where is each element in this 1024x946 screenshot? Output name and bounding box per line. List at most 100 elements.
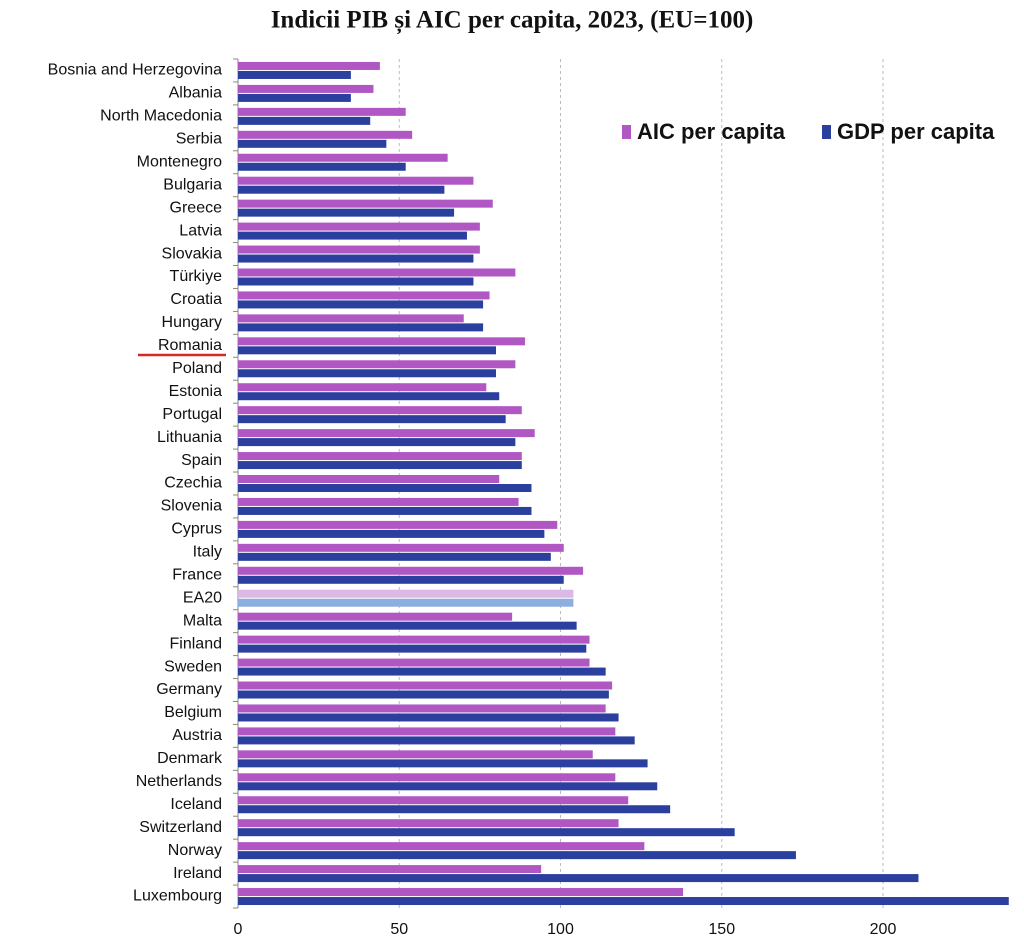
- legend-label: GDP per capita: [837, 119, 995, 144]
- y-tick-label: Switzerland: [139, 819, 222, 836]
- y-tick-label: Türkiye: [170, 268, 223, 285]
- legend-label: AIC per capita: [637, 119, 786, 144]
- bar: [238, 406, 522, 415]
- y-tick-label: Spain: [181, 452, 222, 469]
- bar: [238, 231, 467, 240]
- bar: [238, 658, 590, 667]
- y-tick-label: Ireland: [173, 865, 222, 882]
- bar: [238, 644, 587, 653]
- chart-title: Indicii PIB și AIC per capita, 2023, (EU…: [271, 7, 754, 35]
- bar: [238, 291, 490, 300]
- bar: [238, 93, 351, 102]
- y-tick-label: Bosnia and Herzegovina: [48, 62, 222, 79]
- y-tick-label: Italy: [193, 544, 222, 561]
- y-tick-label: Estonia: [169, 383, 222, 400]
- legend-swatch: [822, 125, 831, 139]
- y-tick-label: Latvia: [179, 222, 222, 239]
- bar: [238, 208, 455, 217]
- bar: [238, 360, 516, 369]
- y-tick-label: Cyprus: [171, 521, 222, 538]
- bar: [238, 842, 645, 851]
- bar: [238, 475, 500, 483]
- bar: [238, 796, 629, 805]
- y-tick-label: Montenegro: [137, 153, 222, 170]
- bar: [238, 116, 371, 125]
- bar: [238, 84, 374, 93]
- y-tick-label: Serbia: [176, 131, 222, 148]
- bar: [238, 819, 619, 828]
- bar: [238, 589, 574, 598]
- bar: [238, 667, 606, 676]
- x-tick-label: 200: [870, 921, 897, 938]
- bar: [238, 750, 593, 759]
- bar: [238, 162, 406, 171]
- bar: [238, 635, 590, 644]
- y-tick-label: Czechia: [164, 475, 222, 492]
- legend-swatch: [622, 125, 631, 139]
- bar: [238, 690, 609, 699]
- y-tick-label: Austria: [172, 727, 222, 744]
- bar: [238, 392, 500, 401]
- y-tick-label: Iceland: [170, 796, 222, 813]
- y-tick-label: Hungary: [162, 314, 222, 331]
- x-tick-label: 100: [547, 921, 574, 938]
- bar: [238, 300, 484, 309]
- bar: [238, 612, 513, 621]
- y-tick-label: Albania: [169, 85, 222, 102]
- y-tick-label: Malta: [183, 612, 222, 629]
- y-tick-label: Greece: [170, 199, 223, 216]
- bar: [238, 130, 413, 139]
- bar: [238, 805, 671, 814]
- bar: [238, 759, 648, 768]
- x-tick-label: 50: [390, 921, 408, 938]
- bar: [238, 153, 448, 162]
- bar: [238, 529, 545, 538]
- y-tick-label: Sweden: [164, 658, 222, 675]
- bar: [238, 452, 522, 461]
- bar: [238, 314, 464, 323]
- bar: [238, 484, 532, 492]
- bar: [238, 865, 542, 874]
- bar: [238, 70, 351, 79]
- bar: [238, 851, 796, 860]
- bar: [238, 497, 519, 506]
- bar: [238, 176, 474, 185]
- y-tick-label: Slovenia: [161, 498, 222, 515]
- bar: [238, 888, 684, 897]
- bar: [238, 828, 735, 837]
- y-tick-label: Luxembourg: [133, 888, 222, 905]
- x-tick-label: 150: [708, 921, 735, 938]
- bar: [238, 506, 532, 515]
- bar: [238, 704, 606, 713]
- bar: [238, 245, 480, 254]
- y-tick-label: Lithuania: [157, 429, 222, 446]
- bar: [238, 713, 619, 722]
- y-tick-label: France: [172, 567, 222, 584]
- bar: [238, 199, 493, 208]
- bar: [238, 566, 584, 575]
- y-tick-label: Poland: [172, 360, 222, 377]
- y-tick-label: Denmark: [157, 750, 223, 767]
- bar: [238, 139, 387, 148]
- bar: [238, 461, 522, 470]
- bar: [238, 369, 496, 378]
- y-tick-label: Bulgaria: [163, 176, 222, 193]
- bar: [238, 727, 616, 736]
- bar: [238, 222, 480, 231]
- bar: [238, 621, 577, 630]
- bar: [238, 782, 658, 791]
- bar: [238, 383, 487, 392]
- bar: [238, 185, 445, 194]
- bar: [238, 268, 516, 277]
- bar: [238, 874, 919, 883]
- y-tick-label: Finland: [170, 635, 222, 652]
- bar: [238, 415, 506, 424]
- y-tick-label: North Macedonia: [100, 108, 222, 125]
- y-tick-label: Romania: [158, 337, 222, 354]
- bar: [238, 337, 526, 346]
- y-tick-label: Norway: [168, 842, 222, 859]
- bar: [238, 520, 558, 529]
- bar: [238, 429, 535, 438]
- bar: [238, 323, 484, 332]
- bar: [238, 773, 616, 782]
